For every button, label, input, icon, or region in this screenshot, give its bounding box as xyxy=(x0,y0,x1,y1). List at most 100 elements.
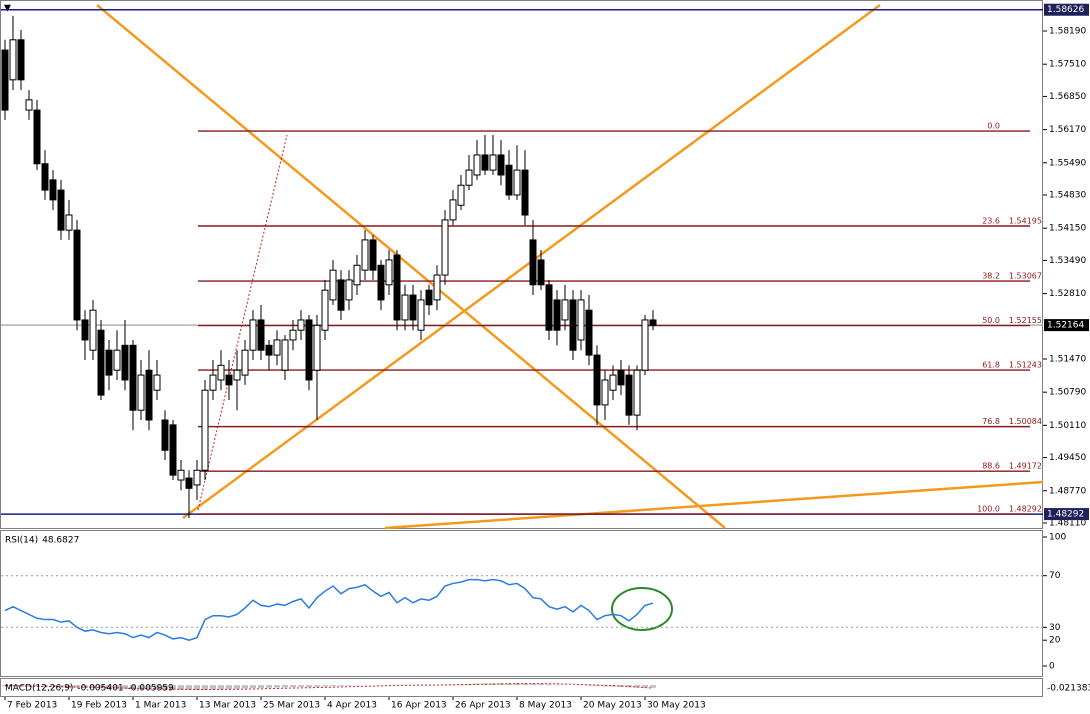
macd-bar xyxy=(90,685,96,689)
candle-body xyxy=(273,339,281,356)
price-label: 1.48292 xyxy=(1047,510,1084,520)
candle-body xyxy=(465,169,473,186)
candle-body xyxy=(265,344,273,356)
macd-bar xyxy=(194,685,200,690)
candle-body xyxy=(329,269,337,301)
macd-bar xyxy=(178,685,184,690)
macd-bar xyxy=(346,685,352,686)
candle-body xyxy=(177,469,185,481)
rsi-panel-frame xyxy=(0,530,1043,677)
candle-body xyxy=(233,369,241,381)
y-tick-label: 1.48110 xyxy=(1049,518,1086,528)
x-tick-label: 13 Mar 2013 xyxy=(199,701,256,711)
candle-body xyxy=(289,329,297,341)
candle-body xyxy=(81,319,89,341)
candle-body xyxy=(1,49,9,111)
fib-price-label: 1.53067 xyxy=(1009,272,1042,281)
macd-bar xyxy=(634,685,640,688)
candle-body xyxy=(193,469,201,486)
fib-price-label: 1.50084 xyxy=(1009,417,1042,426)
macd-panel-frame xyxy=(0,678,1043,697)
macd-bar xyxy=(322,685,328,687)
candle-body xyxy=(425,289,433,306)
candle-body xyxy=(385,259,393,286)
x-tick-label: 25 Mar 2013 xyxy=(263,701,320,711)
candle-body xyxy=(201,389,209,471)
macd-bar xyxy=(338,685,344,686)
y-tick-label: 1.56170 xyxy=(1049,125,1086,135)
macd-bar xyxy=(98,685,104,689)
candle-body xyxy=(641,319,649,371)
price-panel-frame xyxy=(0,0,1043,529)
candle-body xyxy=(169,424,177,476)
candle-body xyxy=(625,374,633,416)
candle-body xyxy=(89,309,97,351)
candle-body xyxy=(337,279,345,311)
candle-body xyxy=(497,154,505,176)
candle-body xyxy=(545,284,553,331)
candle-body xyxy=(41,163,49,191)
macd-bar xyxy=(266,685,272,688)
candle-body xyxy=(249,319,257,351)
candle-body xyxy=(281,339,289,371)
macd-bar xyxy=(538,683,544,686)
candle-body xyxy=(577,299,585,341)
candle-body xyxy=(57,189,65,231)
candle-body xyxy=(257,319,265,351)
macd-bar xyxy=(282,685,288,688)
x-tick-label: 4 Apr 2013 xyxy=(327,701,377,711)
candle-body xyxy=(225,374,233,386)
candle-body xyxy=(153,374,161,391)
fib-price-label: 1.49172 xyxy=(1009,462,1042,471)
macd-bar xyxy=(186,685,192,691)
x-tick-label: 7 Feb 2013 xyxy=(7,701,57,711)
candle-body xyxy=(489,154,497,171)
macd-bar xyxy=(274,685,280,688)
candle-body xyxy=(9,39,17,81)
macd-bar xyxy=(258,685,264,688)
fib-base-line xyxy=(197,134,288,511)
candle-body xyxy=(297,319,305,331)
indicator-title: RSI(14) xyxy=(5,536,38,546)
y-tick-label: 1.56850 xyxy=(1049,92,1086,102)
highlight-ellipse xyxy=(611,587,673,631)
candle-body xyxy=(121,344,129,381)
y-tick-label: 1.50110 xyxy=(1049,421,1086,431)
y-tick-label: -0.021383 xyxy=(1047,684,1090,694)
candle-body xyxy=(113,349,121,371)
macd-bar xyxy=(242,685,248,689)
candle-body xyxy=(649,319,657,326)
candle-body xyxy=(33,109,41,165)
macd-bar xyxy=(130,685,136,690)
macd-bar xyxy=(250,685,256,689)
macd-bar xyxy=(314,685,320,687)
y-tick-label: 20 xyxy=(1049,636,1061,646)
macd-bar xyxy=(586,685,592,686)
candle-body xyxy=(97,329,105,396)
macd-bar xyxy=(218,685,224,690)
macd-bar xyxy=(162,685,168,690)
fib-level-label: 23.6 xyxy=(982,216,1000,225)
candle-body xyxy=(305,319,313,381)
y-tick-label: 1.54830 xyxy=(1049,191,1086,201)
fib-level-label: 76.8 xyxy=(982,417,1000,426)
indicator-title: MACD(12,26,9) xyxy=(5,684,73,694)
y-tick-label: 1.50790 xyxy=(1049,388,1086,398)
scroll-marker: ▼ xyxy=(4,4,11,14)
macd-bar xyxy=(234,685,240,689)
y-tick-label: 1.51470 xyxy=(1049,354,1086,364)
fib-level-label: 38.2 xyxy=(982,272,1000,281)
macd-bar xyxy=(74,685,80,688)
y-tick-label: 1.58190 xyxy=(1049,27,1086,37)
y-tick-label: 70 xyxy=(1049,571,1061,581)
candle-body xyxy=(73,229,81,321)
price-label-box xyxy=(1044,3,1089,16)
y-tick-label: 1.57510 xyxy=(1049,60,1086,70)
macd-bar xyxy=(114,685,120,689)
candle-body xyxy=(561,299,569,321)
y-tick-label: 100 xyxy=(1049,533,1066,543)
macd-bar xyxy=(154,685,160,690)
candle-body xyxy=(25,99,33,111)
candle-body xyxy=(345,279,353,301)
